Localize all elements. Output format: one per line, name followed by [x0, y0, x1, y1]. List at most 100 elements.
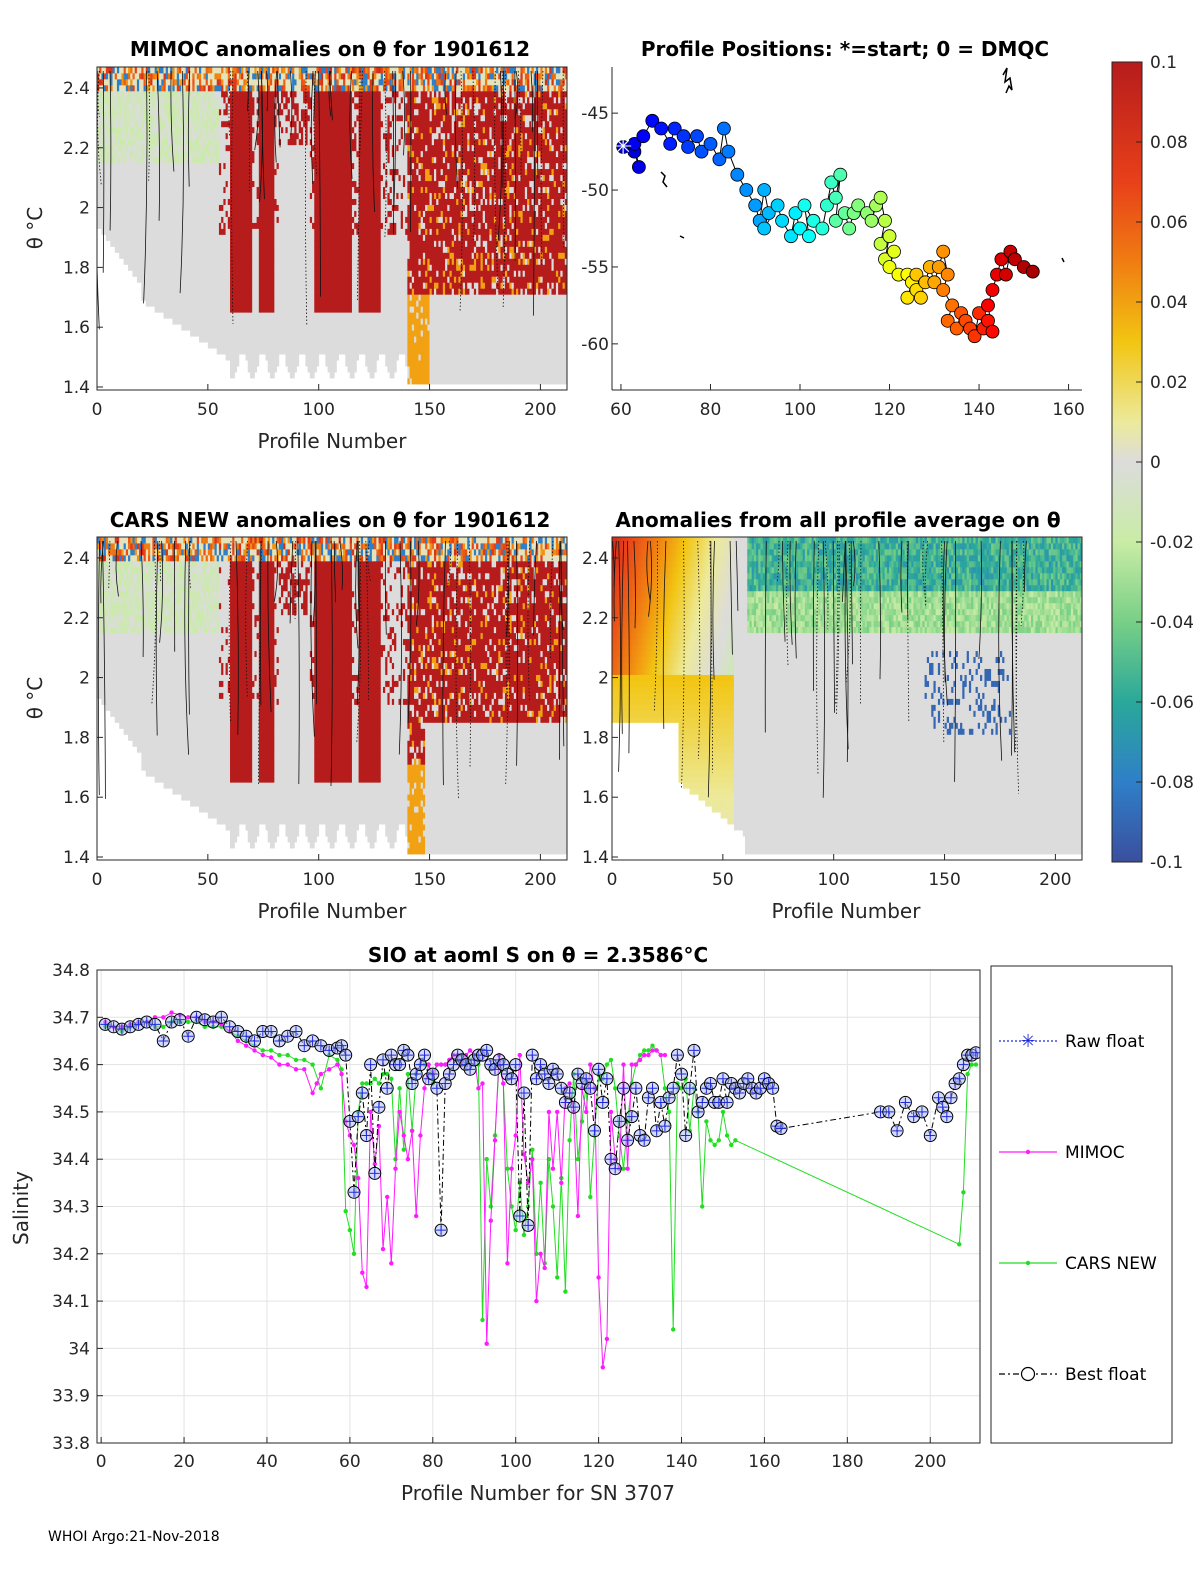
- heat-cell: [261, 270, 264, 277]
- heat-cell: [150, 150, 153, 158]
- heat-cell: [241, 228, 244, 235]
- heat-cell: [320, 294, 324, 301]
- heat-cell: [232, 276, 235, 283]
- heat-cell: [303, 348, 306, 355]
- heat-cell: [183, 294, 187, 301]
- heat-cell: [181, 252, 184, 259]
- heat-cell: [258, 258, 262, 265]
- heat-cell: [196, 102, 200, 110]
- heat-cell: [278, 240, 282, 247]
- heat-cell: [105, 67, 109, 74]
- heat-cell: [134, 270, 138, 277]
- heat-cell: [147, 276, 151, 283]
- heat-cell: [196, 90, 200, 98]
- heat-cell: [243, 67, 246, 74]
- heat-cell: [312, 330, 315, 337]
- heat-cell: [243, 150, 246, 158]
- heat-cell: [316, 210, 320, 217]
- heat-cell: [165, 72, 169, 80]
- heat-cell: [179, 186, 182, 194]
- heat-cell: [132, 96, 136, 104]
- heat-cell: [289, 186, 293, 194]
- heat-cell: [176, 216, 180, 223]
- heat-cell: [210, 288, 213, 295]
- heat-cell: [274, 174, 277, 182]
- heat-cell: [265, 180, 269, 188]
- heat-cell: [252, 114, 255, 122]
- heat-cell: [338, 114, 342, 122]
- heat-cell: [245, 102, 249, 110]
- heat-cell: [203, 114, 207, 122]
- heat-cell: [320, 132, 324, 140]
- heat-cell: [261, 67, 264, 74]
- heat-cell: [241, 276, 244, 283]
- heat-cell: [130, 180, 133, 188]
- heat-cell: [110, 108, 113, 116]
- heat-cell: [192, 186, 195, 194]
- heat-cell: [187, 210, 191, 217]
- heat-cell: [221, 192, 224, 199]
- heat-cell: [130, 234, 133, 241]
- heat-cell: [154, 180, 158, 188]
- heat-cell: [314, 126, 317, 134]
- heat-cell: [172, 168, 175, 176]
- heat-cell: [187, 120, 191, 128]
- heat-cell: [334, 90, 337, 98]
- heat-cell: [303, 168, 306, 176]
- heat-cell: [236, 318, 240, 325]
- heat-cell: [190, 132, 193, 140]
- heat-cell: [307, 198, 311, 205]
- heat-cell: [225, 222, 229, 229]
- heat-cell: [243, 330, 246, 337]
- heat-cell: [265, 264, 269, 271]
- heat-cell: [292, 162, 295, 170]
- heat-cell: [267, 180, 271, 188]
- heat-cell: [345, 360, 348, 367]
- heat-cell: [179, 138, 182, 146]
- heat-cell: [159, 210, 162, 217]
- heat-cell: [130, 96, 133, 104]
- heat-cell: [97, 216, 100, 223]
- heat-cell: [172, 294, 175, 301]
- heat-cell: [221, 120, 224, 128]
- heat-cell: [283, 186, 286, 194]
- heat-cell: [190, 216, 193, 223]
- heat-cell: [285, 354, 289, 361]
- heat-cell: [212, 84, 215, 92]
- heat-cell: [309, 276, 313, 283]
- heat-cell: [247, 312, 251, 319]
- heat-cell: [312, 318, 315, 325]
- heat-cell: [203, 108, 207, 116]
- heat-cell: [272, 330, 275, 337]
- heat-cell: [300, 288, 304, 295]
- heat-cell: [192, 276, 195, 283]
- heat-cell: [183, 132, 187, 140]
- heat-cell: [305, 198, 309, 205]
- heat-cell: [332, 126, 335, 134]
- heat-cell: [212, 282, 215, 289]
- heat-cell: [101, 90, 105, 98]
- heat-cell: [212, 144, 215, 152]
- heat-cell: [285, 96, 289, 104]
- heat-cell: [307, 186, 311, 194]
- heat-cell: [247, 306, 251, 313]
- heat-cell: [152, 222, 156, 229]
- heat-cell: [287, 126, 291, 134]
- heat-cell: [227, 324, 231, 331]
- heat-cell: [121, 162, 125, 170]
- heat-cell: [247, 126, 251, 134]
- heat-cell: [172, 138, 175, 146]
- heat-cell: [336, 330, 340, 337]
- heat-cell: [207, 67, 211, 74]
- heat-cell: [139, 210, 142, 217]
- heat-cell: [210, 276, 213, 283]
- heat-cell: [276, 192, 280, 199]
- heat-cell: [316, 360, 320, 367]
- heat-cell: [309, 168, 313, 176]
- heat-cell: [210, 228, 213, 235]
- heat-cell: [303, 174, 306, 182]
- heat-cell: [232, 186, 235, 194]
- heat-cell: [258, 318, 262, 325]
- heat-cell: [143, 108, 147, 116]
- heat-cell: [145, 78, 149, 86]
